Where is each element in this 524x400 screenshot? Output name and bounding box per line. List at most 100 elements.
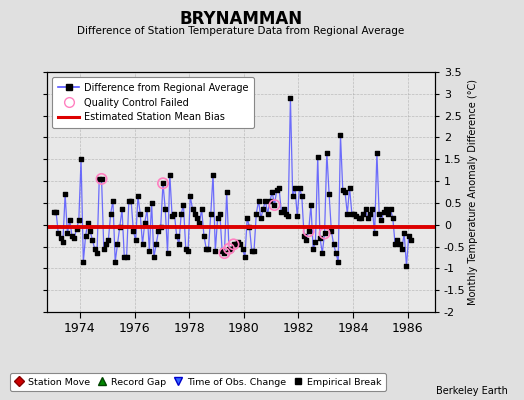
Point xyxy=(184,248,192,254)
Point xyxy=(225,246,233,252)
Point xyxy=(170,211,179,217)
Point xyxy=(389,215,397,221)
Point xyxy=(177,211,185,217)
Point xyxy=(152,241,160,248)
Point xyxy=(352,213,361,219)
Point xyxy=(368,206,377,213)
Point xyxy=(259,206,267,213)
Point xyxy=(159,180,167,186)
Point xyxy=(195,219,204,226)
Point xyxy=(386,206,395,213)
Point xyxy=(100,246,108,252)
Point xyxy=(375,211,384,217)
Point xyxy=(220,250,228,256)
Text: BRYNAMMAN: BRYNAMMAN xyxy=(180,10,302,28)
Point xyxy=(279,206,288,213)
Point xyxy=(398,246,406,252)
Point xyxy=(106,211,115,217)
Point xyxy=(307,202,315,208)
Point xyxy=(379,208,388,215)
Point xyxy=(377,217,386,224)
Point xyxy=(77,156,85,162)
Point xyxy=(254,198,263,204)
Point xyxy=(93,250,101,256)
Point xyxy=(327,228,335,234)
Point xyxy=(218,248,226,254)
Point xyxy=(154,228,162,234)
Point xyxy=(134,193,142,200)
Point xyxy=(209,171,217,178)
Point xyxy=(272,187,281,193)
Point xyxy=(179,202,188,208)
Point xyxy=(236,241,245,248)
Point xyxy=(343,211,352,217)
Point xyxy=(181,246,190,252)
Point xyxy=(172,232,181,239)
Point xyxy=(136,211,145,217)
Point xyxy=(68,232,76,239)
Point xyxy=(309,246,318,252)
Point xyxy=(373,150,381,156)
Point xyxy=(289,193,297,200)
Point xyxy=(320,230,329,237)
Point xyxy=(61,191,69,197)
Y-axis label: Monthly Temperature Anomaly Difference (°C): Monthly Temperature Anomaly Difference (… xyxy=(468,79,478,305)
Point xyxy=(81,232,90,239)
Point xyxy=(366,211,374,217)
Point xyxy=(364,215,372,221)
Point xyxy=(247,248,256,254)
Point xyxy=(116,224,124,230)
Point xyxy=(206,211,215,217)
Point xyxy=(132,237,140,243)
Point xyxy=(193,215,201,221)
Point xyxy=(54,230,62,237)
Point xyxy=(362,206,370,213)
Point xyxy=(129,228,138,234)
Point xyxy=(125,198,133,204)
Point xyxy=(59,239,67,245)
Legend: Difference from Regional Average, Quality Control Failed, Estimated Station Mean: Difference from Regional Average, Qualit… xyxy=(52,77,255,128)
Point xyxy=(138,241,147,248)
Point xyxy=(97,176,106,182)
Point xyxy=(359,211,367,217)
Point xyxy=(109,198,117,204)
Point xyxy=(204,246,213,252)
Point xyxy=(316,235,324,241)
Point xyxy=(50,208,58,215)
Point xyxy=(370,230,379,237)
Point xyxy=(166,171,174,178)
Point xyxy=(332,250,340,256)
Point xyxy=(57,235,65,241)
Point xyxy=(282,211,290,217)
Point xyxy=(336,132,345,138)
Point xyxy=(79,259,88,265)
Point xyxy=(186,193,194,200)
Legend: Station Move, Record Gap, Time of Obs. Change, Empirical Break: Station Move, Record Gap, Time of Obs. C… xyxy=(10,373,386,391)
Point xyxy=(232,241,240,248)
Point xyxy=(261,198,269,204)
Point xyxy=(298,193,306,200)
Point xyxy=(284,213,292,219)
Point xyxy=(84,219,92,226)
Point xyxy=(238,246,247,252)
Point xyxy=(275,184,283,191)
Point xyxy=(357,215,365,221)
Point xyxy=(291,184,299,191)
Text: Difference of Station Temperature Data from Regional Average: Difference of Station Temperature Data f… xyxy=(78,26,405,36)
Point xyxy=(350,211,358,217)
Point xyxy=(396,241,404,248)
Point xyxy=(202,246,211,252)
Point xyxy=(143,206,151,213)
Point xyxy=(250,248,258,254)
Point xyxy=(311,239,320,245)
Point xyxy=(97,176,106,182)
Point xyxy=(188,206,196,213)
Point xyxy=(245,224,254,230)
Point xyxy=(266,198,274,204)
Point xyxy=(325,191,333,197)
Point xyxy=(163,250,172,256)
Point xyxy=(257,215,265,221)
Point xyxy=(302,237,311,243)
Point xyxy=(347,211,356,217)
Point xyxy=(159,180,167,186)
